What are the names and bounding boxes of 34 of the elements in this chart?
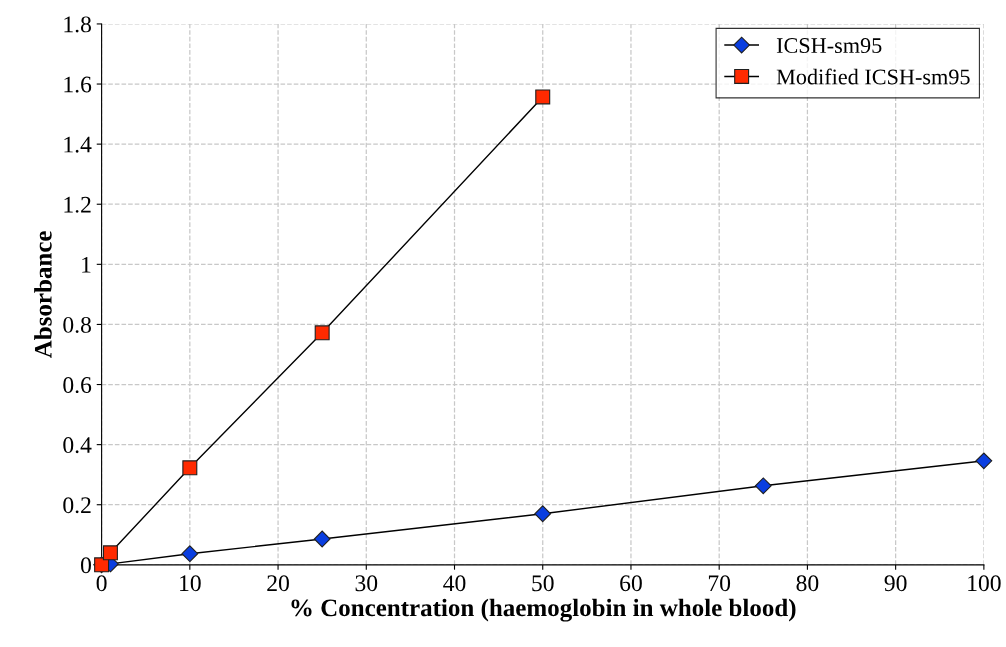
y-axis-title: Absorbance: [34, 231, 52, 359]
legend-label: ICSH-sm95: [776, 38, 882, 54]
x-tick-label: 90: [884, 575, 907, 592]
point: [314, 325, 330, 341]
x-tick-label: 60: [620, 575, 642, 592]
y-tick-label: 0.8: [63, 316, 91, 333]
x-tick-label: 100: [968, 575, 1001, 592]
point: [182, 460, 198, 476]
y-tick-label: 0.2: [63, 497, 91, 514]
point: [535, 89, 551, 105]
point: [534, 505, 552, 523]
point: [754, 477, 772, 495]
y-tick-label: 1.4: [64, 136, 92, 153]
y-tick-label: 1.2: [64, 196, 91, 213]
x-tick-label: 70: [708, 575, 731, 592]
x-axis-title: % Concentration (haemoglobin in whole blood): [291, 598, 796, 622]
x-tick-label: 50: [532, 575, 554, 592]
y-tick-label: 1.8: [64, 16, 91, 33]
x-tick-label: 20: [267, 575, 289, 592]
legend-label: Modified ICSH-sm95: [776, 68, 970, 85]
point: [181, 545, 199, 563]
y-tick-label: 1: [82, 256, 91, 273]
y-tick-label: 0.4: [63, 437, 92, 454]
y-tick-label: 0: [80, 557, 91, 574]
x-tick-label: 30: [355, 575, 378, 592]
x-tick-label: 0: [96, 575, 107, 592]
x-tick-label: 10: [180, 575, 201, 592]
y-tick-label: 1.6: [64, 76, 92, 93]
x-tick-label: 40: [443, 575, 466, 592]
point: [313, 530, 331, 548]
y-tick-label: 0.6: [63, 377, 92, 394]
point: [975, 452, 993, 470]
x-tick-label: 80: [796, 575, 819, 592]
point: [102, 545, 118, 561]
